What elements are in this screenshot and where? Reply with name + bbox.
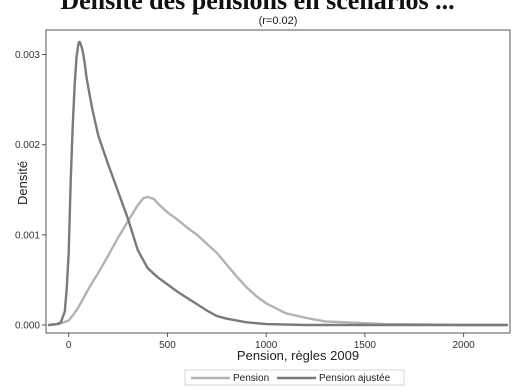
legend-label: Pension — [233, 373, 269, 384]
x-axis: 0 500 1000 1500 2000 — [66, 333, 475, 351]
y-tick-label: 0.003 — [15, 50, 40, 61]
x-tick-label: 1500 — [354, 340, 377, 351]
legend-label: Pension ajustée — [319, 373, 391, 384]
series-layer — [47, 40, 509, 327]
y-axis-label: Densité — [15, 161, 30, 205]
y-tick-label: 0.001 — [15, 230, 40, 241]
series-line-1 — [47, 195, 509, 327]
x-tick-label: 2000 — [452, 340, 475, 351]
chart-subtitle: (r=0.02) — [259, 15, 298, 27]
plot-frame — [45, 29, 511, 334]
page-heading: Densité des pensions en scénarios ... — [60, 0, 455, 15]
x-tick-label: 500 — [159, 340, 176, 351]
y-tick-label: 0.002 — [15, 140, 40, 151]
y-axis: 0.000 0.001 0.002 0.003 — [15, 50, 46, 332]
x-tick-label: 1000 — [255, 340, 278, 351]
x-tick-label: 0 — [66, 340, 72, 351]
y-tick-label: 0.000 — [15, 321, 40, 332]
legend: Pension Pension ajustée — [184, 369, 405, 386]
x-axis-label: Pension, règles 2009 — [237, 348, 359, 363]
series-line-2 — [47, 40, 509, 327]
